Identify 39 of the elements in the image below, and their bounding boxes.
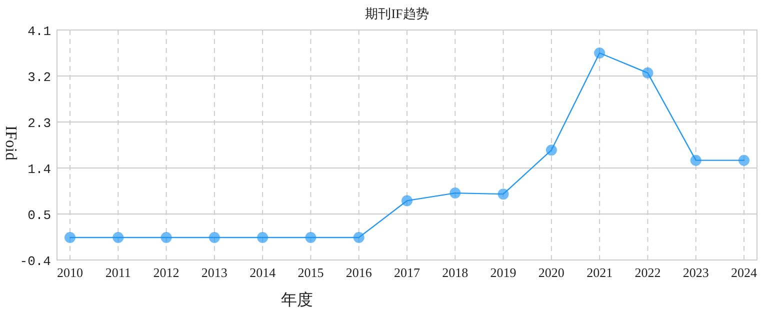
x-axis-title: 年度 [281, 291, 313, 309]
x-tick-label: 2018 [442, 265, 468, 280]
point [690, 154, 702, 166]
y-tick-label: 2.3 [28, 116, 51, 131]
point [402, 195, 412, 206]
y-tick-label: 3.2 [28, 70, 51, 85]
x-tick-label: 2016 [346, 265, 372, 280]
x-tick-label: 2019 [490, 265, 516, 280]
point [64, 232, 76, 244]
point [450, 188, 461, 199]
point [353, 232, 364, 244]
point [594, 48, 606, 58]
y-axis-title: IFoid [2, 126, 19, 160]
x-tick-label: 2013 [201, 265, 228, 280]
x-tick-label: 2022 [634, 265, 661, 280]
x-tick-label: 2011 [105, 265, 131, 280]
x-tick-label: 2017 [394, 265, 420, 280]
x-tick-label: 2010 [57, 265, 83, 280]
y-tick-label: -0.4 [20, 254, 52, 269]
point [208, 232, 220, 244]
x-tick-label: 2014 [250, 265, 276, 280]
y-tick-label: 0.5 [28, 208, 51, 223]
point [257, 232, 268, 244]
chart-title: 期刊IF趋势 [365, 6, 429, 21]
x-tick-label: 2015 [298, 265, 324, 280]
point [112, 232, 124, 244]
y-tick-label: 1.4 [28, 162, 52, 177]
x-tick-label: 2020 [538, 265, 564, 280]
x-tick-label: 2024 [731, 265, 758, 280]
point [160, 232, 172, 244]
x-tick-label: 2021 [586, 265, 613, 280]
point [498, 188, 509, 200]
point [738, 154, 750, 166]
x-tick-label: 2023 [682, 265, 709, 280]
point [642, 67, 654, 78]
point [546, 144, 557, 156]
x-tick-label: 2012 [153, 265, 180, 280]
y-tick-label: 4.1 [28, 24, 52, 39]
point [305, 232, 316, 244]
